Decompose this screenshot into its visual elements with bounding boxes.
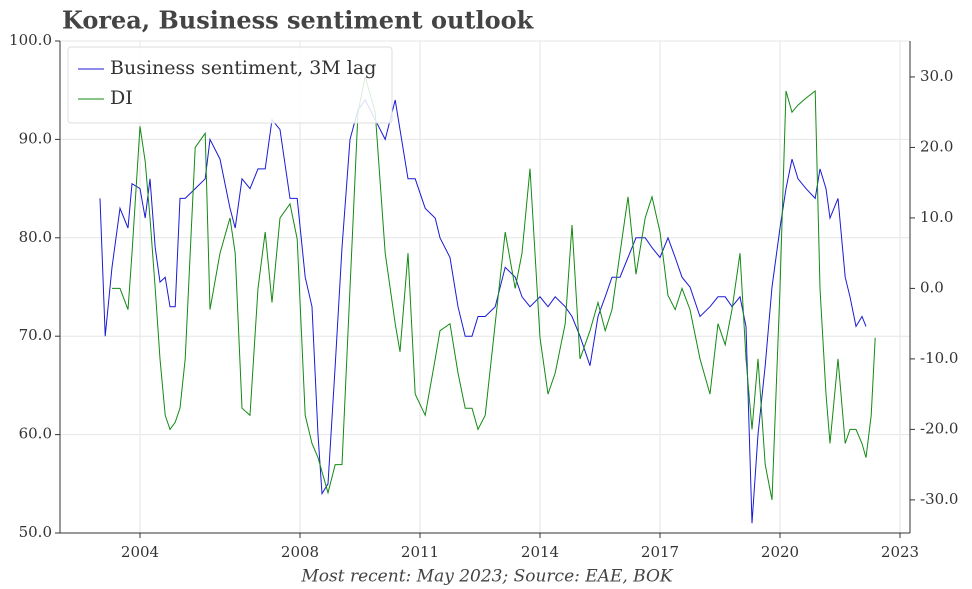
legend-label: Business sentiment, 3M lag — [110, 57, 376, 79]
y2-tick-label: -20.0 — [920, 419, 958, 437]
x-tick-label: 2011 — [401, 543, 439, 561]
chart-title: Korea, Business sentiment outlook — [62, 6, 535, 35]
y-tick-label: 50.0 — [19, 523, 52, 541]
footnote: Most recent: May 2023; Source: EAE, BOK — [300, 567, 674, 587]
y2-tick-label: 20.0 — [920, 137, 953, 155]
y2-tick-label: 10.0 — [920, 208, 953, 226]
legend-label: DI — [110, 87, 133, 109]
y-tick-label: 60.0 — [19, 425, 52, 443]
y-tick-label: 70.0 — [19, 326, 52, 344]
x-tick-label: 2017 — [641, 543, 679, 561]
x-tick-label: 2023 — [881, 543, 919, 561]
series-line — [112, 76, 876, 500]
x-tick-label: 2020 — [761, 543, 799, 561]
legend-box — [67, 46, 393, 124]
x-tick-label: 2004 — [121, 543, 159, 561]
y-tick-label: 80.0 — [19, 228, 52, 246]
series-line — [99, 99, 867, 524]
y2-tick-label: 0.0 — [920, 278, 944, 296]
y2-tick-label: -10.0 — [920, 349, 958, 367]
y2-tick-label: 30.0 — [920, 67, 953, 85]
x-tick-label: 2008 — [281, 543, 319, 561]
y2-tick-label: -30.0 — [920, 490, 958, 508]
x-tick-label: 2014 — [521, 543, 559, 561]
y-tick-label: 90.0 — [19, 129, 52, 147]
y-tick-label: 100.0 — [9, 31, 52, 49]
